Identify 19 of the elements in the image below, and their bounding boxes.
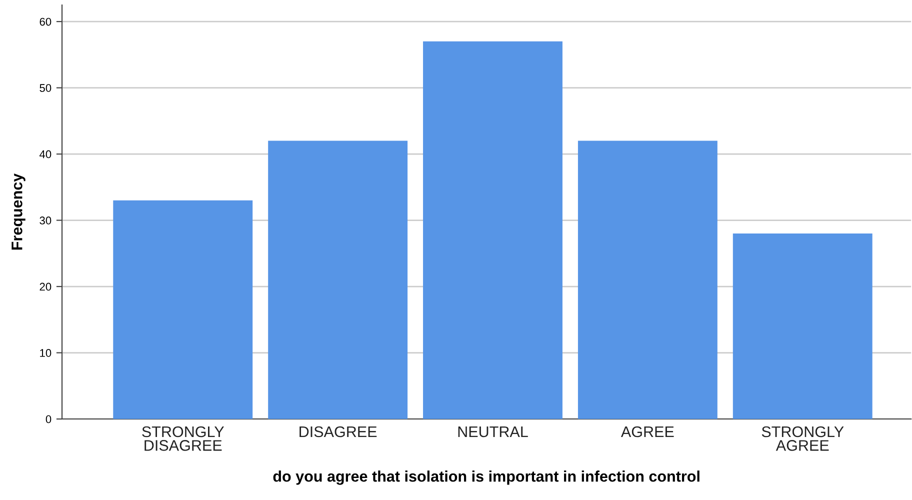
y-axis-title: Frequency xyxy=(12,173,26,250)
y-tick-label: 50 xyxy=(40,84,52,92)
bar xyxy=(268,140,408,419)
y-tick-label: 40 xyxy=(39,150,52,158)
bar xyxy=(732,234,872,419)
y-tick-label: 10 xyxy=(40,349,52,357)
y-tick-label: 60 xyxy=(40,18,52,26)
x-tick-label: NEUTRAL xyxy=(458,426,528,438)
x-tick-label: STRONGLY AGREE xyxy=(762,426,844,451)
y-tick-label: 30 xyxy=(40,216,52,224)
bar xyxy=(578,140,718,419)
bar xyxy=(113,200,253,419)
x-tick-label: DISAGREE xyxy=(300,426,377,438)
x-tick-label: AGREE xyxy=(620,426,674,438)
bar xyxy=(423,41,562,419)
x-axis-title: do you agree that isolation is important in infection control xyxy=(273,470,700,485)
x-tick-label: STRONGLY DISAGREE xyxy=(142,426,224,451)
y-tick-label: 0 xyxy=(46,415,52,424)
y-tick-label: 20 xyxy=(40,282,52,291)
